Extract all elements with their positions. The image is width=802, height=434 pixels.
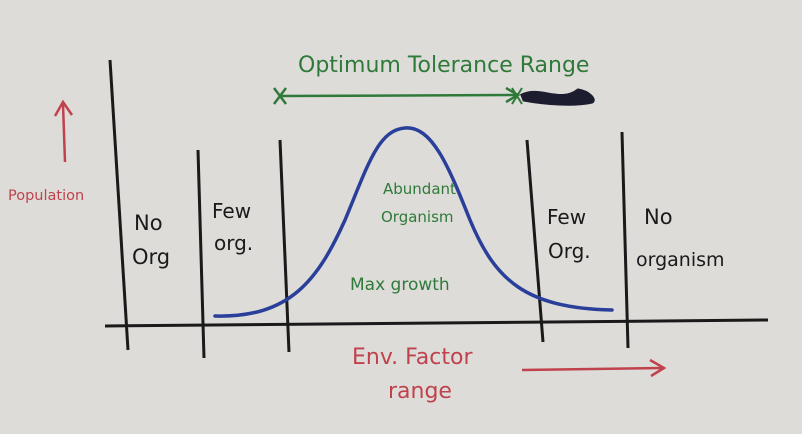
x-axis-label-line1: Env. Factor [352,345,473,370]
zone-optimum-line3: Max growth [350,275,450,295]
x-axis-label-line2: range [388,379,452,404]
zone-no-org-right-line1: No [644,205,673,229]
zone-optimum-line1: Abundant [383,180,456,198]
y-axis-arrowhead [53,99,74,117]
x-axis-line [104,318,769,328]
x-axis-arrowhead [649,358,667,378]
optimum-range-left-cross [273,87,287,105]
zone-few-org-right-line1: Few [547,205,586,229]
zone-no-org-left-line2: Org [132,245,170,269]
divider-line-5 [620,131,630,349]
y-axis-arrow-shaft [61,103,67,163]
y-axis-label: Population [8,188,84,204]
scribble-mark [520,88,595,106]
optimum-range-right-cross [511,87,523,105]
zone-no-org-left-line1: No [134,211,163,235]
population-bell-curve [213,126,614,318]
x-axis-arrow-shaft [521,366,663,372]
divider-line-4 [525,139,545,343]
divider-line-1 [108,59,130,351]
optimum-range-arrow-shaft [279,93,517,98]
zone-no-org-right-line2: organism [636,249,725,271]
divider-line-2 [196,149,206,359]
zone-few-org-left-line2: org. [214,231,253,255]
zone-few-org-left-line1: Few [212,199,251,223]
optimum-range-title: Optimum Tolerance Range [298,53,589,78]
zone-few-org-right-line2: Org. [548,239,591,263]
divider-line-3 [278,139,291,353]
zone-optimum-line2: Organism [381,208,454,226]
